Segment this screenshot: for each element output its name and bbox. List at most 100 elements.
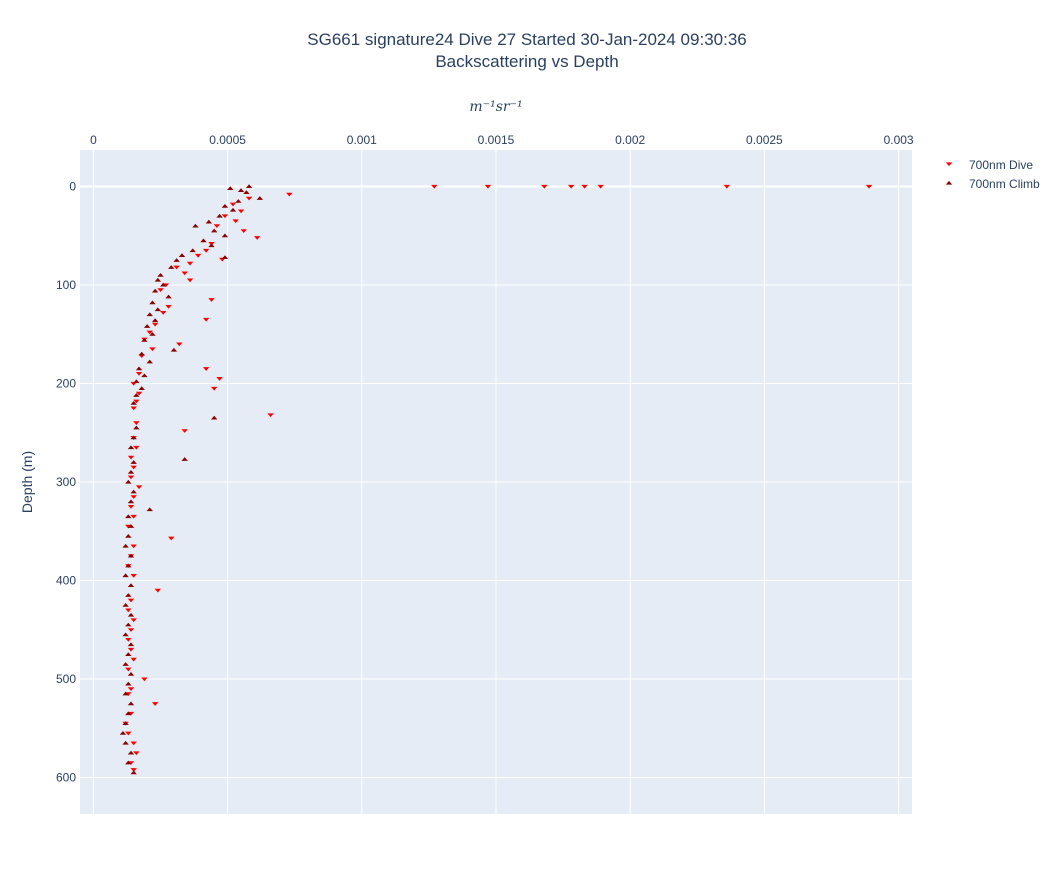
climb-point[interactable] [127,499,135,504]
dive-point[interactable] [186,261,194,266]
dive-point[interactable] [865,184,873,189]
climb-point[interactable] [245,184,253,189]
climb-point[interactable] [243,190,250,194]
climb-point[interactable] [208,243,215,248]
dive-point[interactable] [237,209,245,214]
dive-point[interactable] [232,219,239,224]
climb-point[interactable] [130,770,137,775]
dive-point[interactable] [176,342,183,347]
dive-point[interactable] [127,598,135,603]
dive-point[interactable] [154,588,162,593]
climb-point[interactable] [125,534,132,538]
climb-point[interactable] [256,196,264,200]
climb-point[interactable] [221,203,229,208]
legend-item-climb[interactable]: 700nm Climb [945,177,1040,191]
dive-point[interactable] [208,298,215,302]
climb-point[interactable] [141,373,148,378]
climb-point[interactable] [157,272,164,277]
climb-point[interactable] [138,386,145,390]
dive-point[interactable] [723,184,731,189]
dive-point[interactable] [245,196,253,201]
climb-point[interactable] [168,265,175,269]
climb-point[interactable] [149,300,156,305]
climb-point[interactable] [122,602,129,607]
dive-point[interactable] [229,202,237,207]
dive-point[interactable] [146,330,153,335]
dive-point[interactable] [125,608,132,613]
dive-point[interactable] [202,367,210,371]
dive-point[interactable] [165,305,172,309]
dive-point[interactable] [127,505,135,509]
climb-point[interactable] [127,469,135,474]
dive-point[interactable] [240,229,247,233]
dive-point[interactable] [541,184,548,189]
climb-point[interactable] [122,543,129,548]
dive-point[interactable] [135,485,143,490]
dive-point[interactable] [135,391,143,396]
dive-point[interactable] [202,317,210,322]
climb-point[interactable] [146,359,153,364]
dive-point[interactable] [127,647,135,652]
climb-point[interactable] [165,294,172,299]
dive-point[interactable] [133,445,140,450]
dive-point[interactable] [267,413,274,418]
dive-point[interactable] [130,544,137,549]
dive-point[interactable] [151,322,159,327]
dive-point[interactable] [221,214,229,219]
climb-point[interactable] [122,691,129,696]
dive-point[interactable] [130,465,137,470]
dive-point[interactable] [127,628,135,632]
climb-point[interactable] [125,514,132,519]
dive-point[interactable] [168,536,175,541]
climb-point[interactable] [130,460,137,464]
climb-point[interactable] [221,255,229,259]
climb-point[interactable] [200,238,207,243]
climb-point[interactable] [160,282,167,287]
dive-point[interactable] [210,386,218,391]
dive-point[interactable] [130,618,137,623]
climb-point[interactable] [151,318,159,323]
climb-point[interactable] [125,760,132,765]
dive-point[interactable] [157,288,164,293]
dive-point[interactable] [130,495,137,499]
climb-point[interactable] [138,351,145,356]
climb-point[interactable] [127,583,135,588]
dive-point[interactable] [125,667,132,672]
dive-point[interactable] [130,406,137,411]
dive-point[interactable] [127,687,135,692]
climb-point[interactable] [133,393,140,397]
dive-point[interactable] [135,372,143,376]
climb-point[interactable] [146,507,153,512]
climb-point[interactable] [141,337,148,342]
climb-point[interactable] [189,248,196,253]
climb-point[interactable] [127,553,135,558]
climb-point[interactable] [127,671,135,676]
dive-point[interactable] [253,236,261,240]
climb-point[interactable] [178,253,186,257]
climb-point[interactable] [229,207,237,212]
climb-point[interactable] [154,277,162,282]
climb-point[interactable] [122,573,129,578]
dive-point[interactable] [186,278,194,283]
climb-point[interactable] [149,332,156,336]
dive-point[interactable] [125,731,132,736]
climb-point[interactable] [173,258,180,262]
climb-point[interactable] [135,366,143,371]
dive-point[interactable] [133,751,140,756]
dive-point[interactable] [127,475,135,480]
dive-point[interactable] [216,376,223,381]
climb-point[interactable] [130,489,137,494]
climb-point[interactable] [125,652,132,656]
climb-point[interactable] [210,228,218,233]
dive-point[interactable] [130,741,137,746]
climb-point[interactable] [127,612,135,617]
dive-point[interactable] [130,514,137,519]
climb-point[interactable] [210,415,218,420]
dive-point[interactable] [151,702,159,706]
climb-point[interactable] [125,711,132,716]
climb-point[interactable] [227,186,234,191]
climb-point[interactable] [154,307,162,312]
dive-point[interactable] [141,677,148,682]
climb-point[interactable] [235,199,242,203]
dive-point[interactable] [127,455,135,460]
